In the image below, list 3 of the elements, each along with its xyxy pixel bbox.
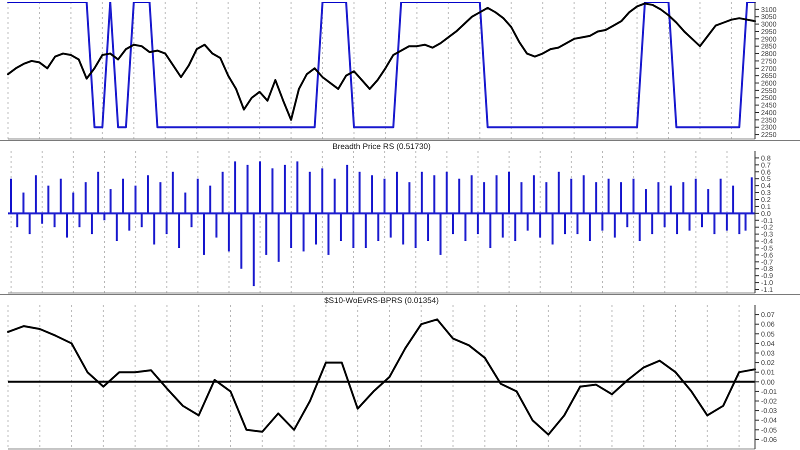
line-series (7, 318, 756, 436)
chart-title: Breadth Price RS (0.51730) (331, 142, 432, 151)
chart-title: $S10-WoEvRS-BPRS (0.01354) (323, 296, 440, 305)
